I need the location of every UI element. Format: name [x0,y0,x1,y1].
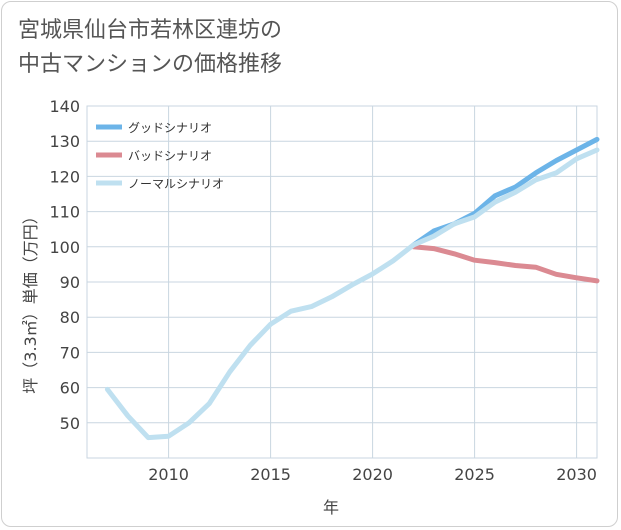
chart-title-line-1: 宮城県仙台市若林区連坊の [18,18,283,43]
legend-label-2: バッドシナリオ [128,149,212,163]
series-lines [104,136,600,441]
x-axis-title: 年 [323,498,339,517]
x-tick-label: 2030 [556,465,597,484]
chart-title: 宮城県仙台市若林区連坊の 中古マンションの価格推移 [18,14,282,82]
y-tick-label: 60 [60,379,80,398]
y-tick-label: 110 [49,203,80,222]
legend-label-1: グッドシナリオ [128,121,212,135]
y-tick-labels: 50 60 70 80 90 100 110 120 130 140 [49,97,80,433]
y-tick-label: 80 [60,308,80,327]
grid-lines [86,105,598,459]
x-tick-labels: 2010 2015 2020 2025 2030 [148,465,597,484]
x-tick-label: 2010 [148,465,189,484]
y-axis-title: 坪（3.3㎡）単価（万円） [21,208,40,393]
y-tick-label: 50 [60,414,80,433]
y-tick-label: 130 [49,132,80,151]
series-line-3 [104,147,600,441]
y-tick-label: 90 [60,273,80,292]
legend-label-3: ノーマルシナリオ [128,177,224,191]
y-tick-label: 70 [60,343,80,362]
y-tick-label: 100 [49,238,80,257]
x-tick-label: 2020 [352,465,393,484]
y-tick-label: 140 [49,97,80,116]
x-tick-label: 2025 [454,465,495,484]
y-tick-label: 120 [49,167,80,186]
x-tick-label: 2015 [250,465,291,484]
chart-title-line-2: 中古マンションの価格推移 [18,52,283,77]
series-line-2 [410,244,600,284]
